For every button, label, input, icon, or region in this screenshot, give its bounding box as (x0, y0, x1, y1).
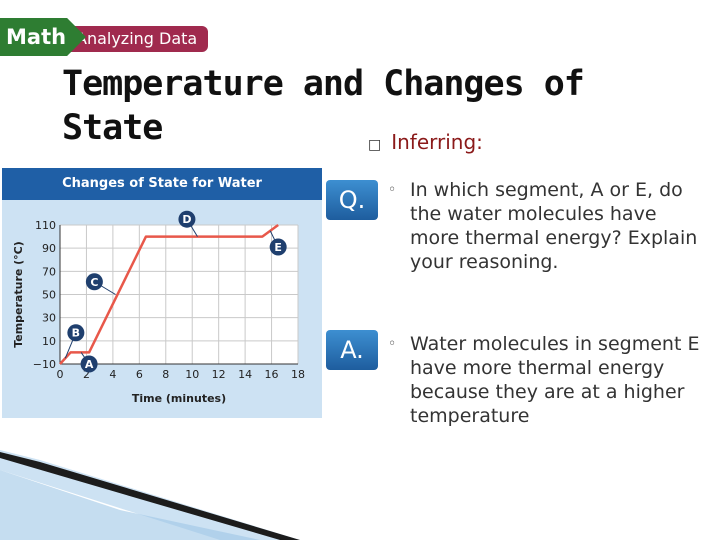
x-tick-label: 12 (212, 368, 226, 381)
segment-marker (80, 355, 98, 373)
circle-bullet-icon: ◦ (388, 336, 397, 352)
y-axis-label: Temperature (°C) (12, 241, 25, 348)
x-tick-label: 14 (238, 368, 252, 381)
y-tick-label: 30 (42, 312, 56, 325)
answer-text: Water molecules in segment E have more t… (410, 333, 700, 427)
y-tick-label: 10 (42, 335, 56, 348)
question-text-block: ◦ In which segment, A or E, do the water… (388, 178, 708, 274)
bullet-heading: □ Inferring: (368, 130, 483, 154)
segment-label-a: A (85, 358, 94, 371)
section-label: Analyzing Data (60, 26, 208, 52)
segment-label-e: E (274, 241, 282, 254)
segment-marker (269, 238, 287, 256)
checkbox-bullet-icon: □ (368, 137, 382, 153)
segment-label-c: C (90, 276, 98, 289)
x-tick-label: 6 (136, 368, 143, 381)
y-tick-label: −10 (33, 358, 56, 371)
math-label: Math (0, 18, 86, 56)
y-tick-label: 70 (42, 265, 56, 278)
decorative-swoosh (0, 450, 300, 540)
x-tick-label: 4 (109, 368, 116, 381)
chart-title: Changes of State for Water (2, 168, 322, 200)
segment-marker (178, 210, 196, 228)
answer-badge: A. (326, 330, 378, 370)
segment-label-b: B (72, 327, 80, 340)
slide-title: Temperature and Changes of State (62, 64, 585, 148)
answer-text-block: ◦ Water molecules in segment E have more… (388, 332, 708, 428)
x-tick-label: 16 (265, 368, 279, 381)
phase-change-chart: 0 2 4 6 8 10 12 14 16 18 −10 10 30 50 70 90 110 Time (min… (12, 210, 305, 405)
segment-label-d: D (182, 213, 191, 226)
y-tick-label: 110 (35, 219, 56, 232)
question-badge: Q. (326, 180, 378, 220)
y-tick-label: 50 (42, 289, 56, 302)
x-tick-label: 8 (162, 368, 169, 381)
x-axis-label: Time (minutes) (132, 392, 226, 405)
x-tick-label: 2 (83, 368, 90, 381)
segment-marker (85, 273, 103, 291)
y-tick-label: 90 (42, 242, 56, 255)
segment-marker (67, 324, 85, 342)
temperature-series-line (59, 223, 279, 365)
x-tick-label: 18 (291, 368, 305, 381)
bullet-label: Inferring: (391, 130, 483, 154)
x-tick-label: 0 (57, 368, 64, 381)
question-text: In which segment, A or E, do the water m… (410, 179, 698, 273)
circle-bullet-icon: ◦ (388, 182, 397, 198)
x-tick-label: 10 (185, 368, 199, 381)
